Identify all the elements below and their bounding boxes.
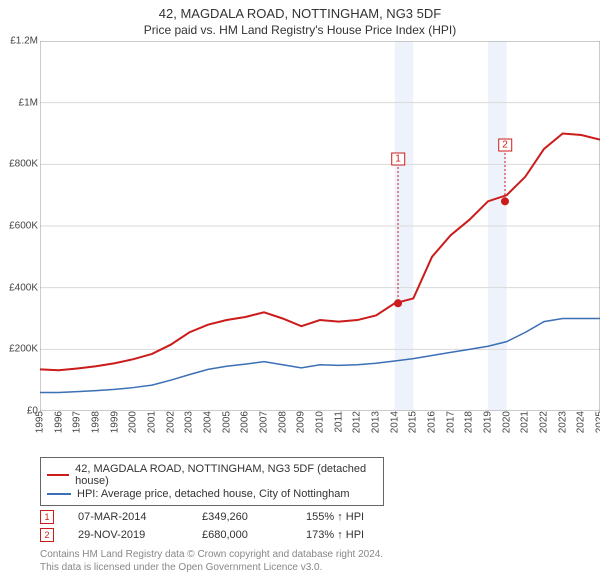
x-tick-label: 2015 [408,411,419,433]
transaction-row: 1 07-MAR-2014 £349,260 155% ↑ HPI [40,510,600,524]
transaction-row: 2 29-NOV-2019 £680,000 173% ↑ HPI [40,528,600,542]
x-tick-label: 2008 [277,411,288,433]
y-axis-labels: £0£200K£400K£600K£800K£1M£1.2M [2,41,38,411]
x-tick-label: 2018 [464,411,475,433]
transaction-vs-hpi: 155% ↑ HPI [306,511,364,523]
transactions-list: 1 07-MAR-2014 £349,260 155% ↑ HPI 2 29-NOV-20… [0,510,600,542]
x-tick-label: 1999 [109,411,120,433]
x-tick-label: 1996 [53,411,64,433]
x-tick-label: 2020 [501,411,512,433]
legend-label: 42, MAGDALA ROAD, NOTTINGHAM, NG3 5DF (d… [75,463,377,487]
transaction-marker-icon: 1 [40,510,54,524]
footer-line-2: This data is licensed under the Open Gov… [40,561,600,574]
y-tick-label: £400K [9,282,38,293]
transaction-vs-hpi: 173% ↑ HPI [306,529,364,541]
x-tick-label: 2025 [595,411,600,433]
chart-subtitle: Price paid vs. HM Land Registry's House … [0,23,600,37]
x-tick-label: 2000 [128,411,139,433]
x-tick-label: 2002 [165,411,176,433]
footer-attribution: Contains HM Land Registry data © Crown c… [40,548,600,574]
y-tick-label: £600K [9,221,38,232]
y-tick-label: £1.2M [10,36,38,47]
legend-label: HPI: Average price, detached house, City… [77,488,350,500]
x-tick-label: 1998 [91,411,102,433]
y-tick-label: £200K [9,344,38,355]
legend-row: 42, MAGDALA ROAD, NOTTINGHAM, NG3 5DF (d… [47,463,377,487]
footer-line-1: Contains HM Land Registry data © Crown c… [40,548,600,561]
transaction-date: 29-NOV-2019 [78,529,178,541]
x-tick-label: 2013 [371,411,382,433]
y-tick-label: £1M [19,97,38,108]
line-chart-svg [40,41,600,411]
x-tick-label: 2011 [333,411,344,433]
x-tick-label: 2005 [221,411,232,433]
x-tick-label: 2023 [557,411,568,433]
x-tick-label: 2016 [427,411,438,433]
chart-title: 42, MAGDALA ROAD, NOTTINGHAM, NG3 5DF [0,6,600,21]
x-axis-labels: 1995199619971998199920002001200220032004… [40,411,600,455]
transaction-price: £349,260 [202,511,282,523]
x-tick-label: 2012 [352,411,363,433]
legend-row: HPI: Average price, detached house, City… [47,488,377,500]
legend-box: 42, MAGDALA ROAD, NOTTINGHAM, NG3 5DF (d… [40,457,384,506]
x-tick-label: 2021 [520,411,531,433]
x-tick-label: 2024 [576,411,587,433]
chart-plot-area: £0£200K£400K£600K£800K£1M£1.2M 12 [40,41,600,411]
transaction-price: £680,000 [202,529,282,541]
x-tick-label: 2004 [203,411,214,433]
x-tick-label: 2010 [315,411,326,433]
x-tick-label: 2007 [259,411,270,433]
x-tick-label: 1997 [72,411,83,433]
x-tick-label: 2003 [184,411,195,433]
x-tick-label: 1995 [35,411,46,433]
x-tick-label: 2001 [147,411,158,433]
x-tick-label: 2017 [445,411,456,433]
x-tick-label: 2019 [483,411,494,433]
x-tick-label: 2009 [296,411,307,433]
legend-swatch [47,493,71,495]
legend-swatch [47,474,69,476]
transaction-date: 07-MAR-2014 [78,511,178,523]
x-tick-label: 2022 [539,411,550,433]
y-tick-label: £800K [9,159,38,170]
x-tick-label: 2006 [240,411,251,433]
transaction-marker-icon: 2 [40,528,54,542]
x-tick-label: 2014 [389,411,400,433]
